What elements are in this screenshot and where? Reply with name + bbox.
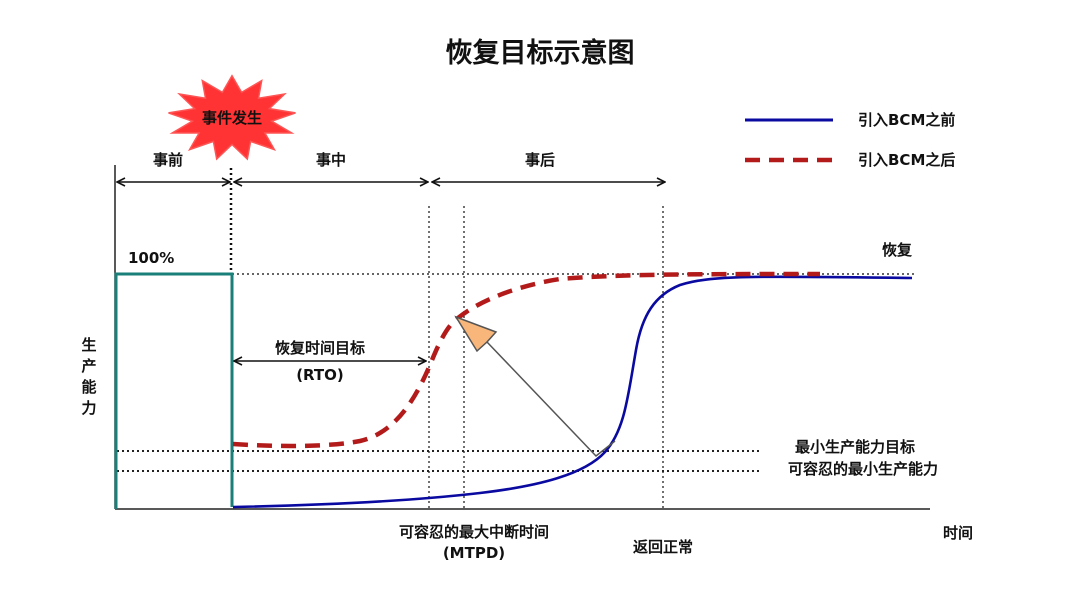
event-starburst (168, 74, 296, 161)
y-axis-label-char-1: 生 (81, 336, 96, 354)
phase-during-label: 事中 (316, 151, 346, 169)
pre-event-capacity-line (114, 272, 234, 509)
mtpd-label: 可容忍的最大中断时间 (399, 523, 549, 541)
return-normal-label: 返回正常 (633, 538, 693, 556)
mtpd-abbreviation: (MTPD) (443, 544, 505, 562)
min-capacity-target-label: 最小生产能力目标 (795, 438, 915, 456)
diagram-title: 恢复目标示意图 (446, 37, 635, 69)
recovery-label: 恢复 (882, 241, 913, 259)
rto-abbreviation: (RTO) (296, 366, 344, 384)
after-bcm-curve (232, 271, 821, 449)
legend-before-bcm-label: 引入BCM之前 (858, 111, 955, 129)
y-axis-label-char-2: 产 (81, 357, 96, 375)
x-axis-label: 时间 (943, 524, 973, 542)
tolerable-min-capacity-label: 可容忍的最小生产能力 (788, 460, 938, 478)
phase-after-label: 事后 (525, 151, 555, 169)
hundred-percent-label: 100% (128, 249, 174, 267)
legend-after-bcm-label: 引入BCM之后 (858, 151, 955, 169)
event-label: 事件发生 (202, 109, 262, 127)
rto-label: 恢复时间目标 (275, 339, 365, 357)
y-axis-label-char-3: 能 (81, 378, 96, 396)
improvement-arrow (454, 315, 616, 458)
before-bcm-curve (232, 275, 913, 509)
phase-before-label: 事前 (153, 151, 183, 169)
y-axis-label-char-4: 力 (81, 399, 96, 417)
